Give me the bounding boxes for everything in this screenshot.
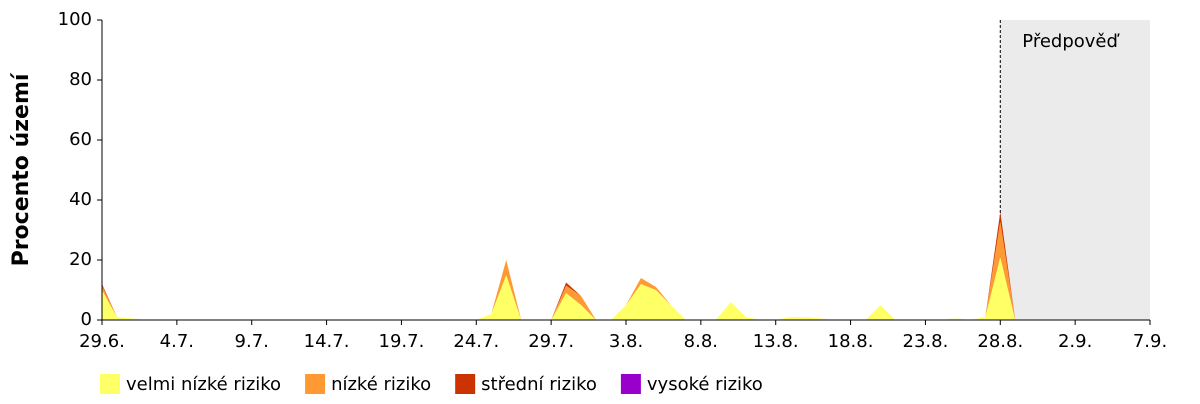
x-tick-label: 8.8.	[684, 331, 718, 352]
y-tick-label: 20	[69, 249, 92, 270]
legend-label: střední riziko	[481, 374, 597, 395]
x-tick-label: 14.7.	[304, 331, 350, 352]
legend-label: vysoké riziko	[647, 374, 763, 395]
x-tick-label: 18.8.	[828, 331, 874, 352]
legend-swatch	[455, 374, 476, 394]
y-tick-label: 0	[81, 309, 92, 330]
legend-swatch	[100, 374, 120, 394]
x-tick-label: 3.8.	[609, 331, 643, 352]
x-tick-label: 13.8.	[753, 331, 799, 352]
x-tick-label: 9.7.	[235, 331, 269, 352]
y-tick-label: 40	[69, 189, 92, 210]
legend-label: velmi nízké riziko	[126, 374, 281, 395]
legend-label: nízké riziko	[331, 374, 431, 395]
x-tick-label: 2.9.	[1058, 331, 1092, 352]
legend-swatch	[305, 374, 326, 394]
x-tick-label: 7.9.	[1133, 331, 1167, 352]
forecast-label: Předpověď	[1022, 31, 1120, 52]
x-tick-label: 29.7.	[528, 331, 574, 352]
area	[102, 257, 1016, 320]
x-tick-label: 29.6.	[79, 331, 125, 352]
x-tick-label: 24.7.	[453, 331, 499, 352]
x-tick-label: 28.8.	[977, 331, 1023, 352]
y-tick-label: 80	[69, 69, 92, 90]
legend-swatch	[620, 374, 641, 394]
forecast-region	[1000, 20, 1150, 320]
y-axis-label: Procento území	[9, 72, 34, 266]
y-tick-label: 100	[58, 9, 92, 30]
x-tick-label: 4.7.	[160, 331, 194, 352]
x-tick-label: 23.8.	[903, 331, 949, 352]
area	[102, 221, 1016, 320]
x-tick-label: 19.7.	[379, 331, 425, 352]
y-tick-label: 60	[69, 129, 92, 150]
